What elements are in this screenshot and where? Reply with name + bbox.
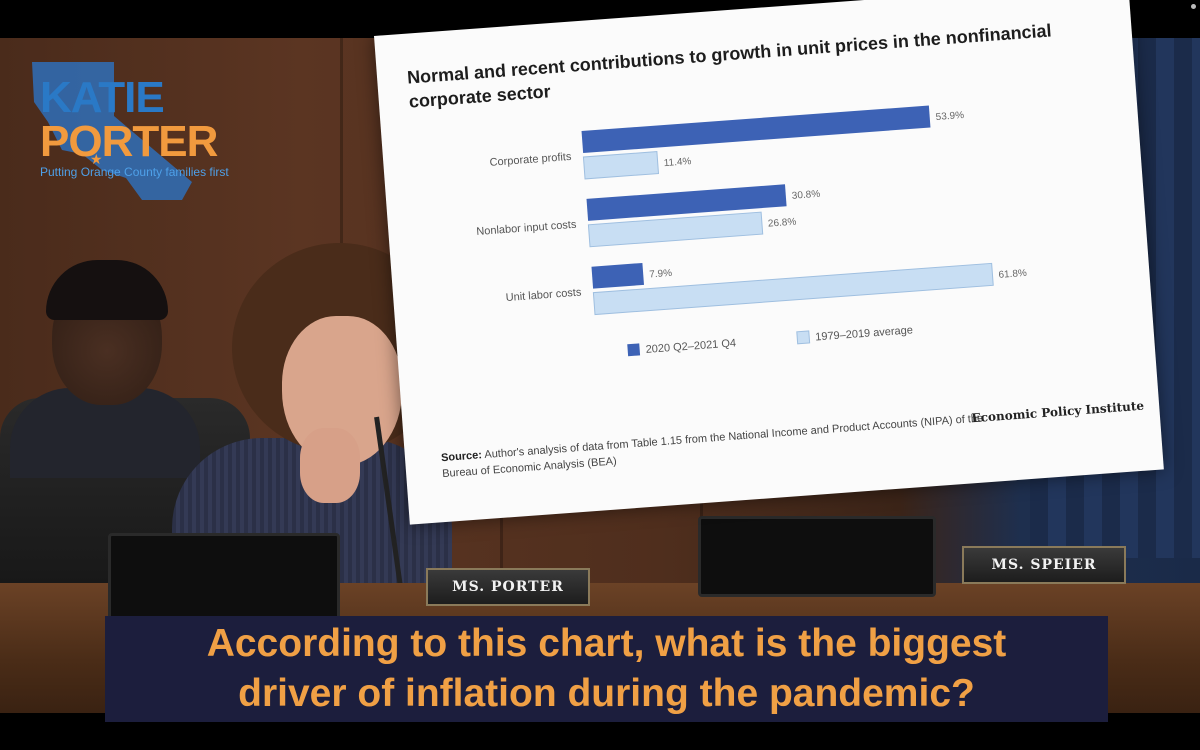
chart-poster: Normal and recent contributions to growt… xyxy=(374,0,1164,525)
bar xyxy=(582,151,660,180)
legend-label: 2020 Q2–2021 Q4 xyxy=(645,337,736,356)
bar xyxy=(586,184,787,221)
value-label: 61.8% xyxy=(998,268,1027,281)
bar xyxy=(587,211,764,248)
corner-dot xyxy=(1191,4,1196,9)
legend-swatch xyxy=(796,330,811,345)
caption-line-1: According to this chart, what is the big… xyxy=(206,622,1007,665)
value-label: 7.9% xyxy=(649,268,673,281)
value-label: 11.4% xyxy=(663,156,691,169)
star-icon: ★ xyxy=(90,152,103,168)
logo-tagline: Putting Orange County families first xyxy=(40,165,229,179)
value-label: 26.8% xyxy=(768,217,797,230)
category-label: Corporate profits xyxy=(489,151,572,169)
bar-chart: Corporate profits 53.9% 11.4% Nonlabor inpu… xyxy=(476,105,1027,357)
legend-swatch xyxy=(627,343,641,357)
logo-porter: PORTER xyxy=(40,117,218,166)
desk-monitor-right xyxy=(698,516,936,597)
staffer-hair xyxy=(46,260,168,320)
value-label: 30.8% xyxy=(791,189,820,202)
caption-line-2: driver of inflation during the pandemic? xyxy=(238,672,975,715)
nameplate-speier: MS. SPEIER xyxy=(962,546,1126,584)
bar xyxy=(591,262,644,289)
category-label: Unit labor costs xyxy=(505,286,582,304)
bar xyxy=(592,262,994,316)
value-label: 53.9% xyxy=(935,110,964,123)
california-map-icon: ★ xyxy=(32,62,192,200)
speaker-hand xyxy=(300,428,360,503)
source-label: Source: xyxy=(440,449,483,465)
logo-katie: KATIE xyxy=(40,73,165,122)
bar xyxy=(581,105,931,153)
campaign-logo: ★ KATIE PORTER Putting Orange County fam… xyxy=(22,62,272,202)
legend-label: 1979–2019 average xyxy=(815,324,913,343)
nameplate-porter: MS. PORTER xyxy=(426,568,590,606)
category-label: Nonlabor input costs xyxy=(476,219,577,238)
caption-box: According to this chart, what is the big… xyxy=(105,616,1108,722)
